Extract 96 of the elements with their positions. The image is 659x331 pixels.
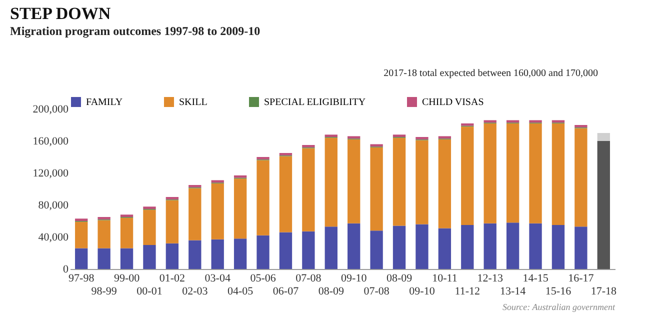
- bar: [211, 183, 224, 240]
- y-tick-label: 120,000: [32, 168, 69, 180]
- bar: [484, 223, 496, 269]
- bar: [188, 240, 202, 269]
- bar: [166, 243, 179, 269]
- bar: [574, 226, 588, 269]
- x-tick-label: 02-03: [182, 286, 208, 298]
- legend-label: SKILL: [179, 97, 208, 108]
- bar: [438, 139, 452, 228]
- x-tick-label: 04-05: [227, 286, 254, 298]
- bar: [211, 180, 224, 183]
- bar: [438, 136, 452, 139]
- bar: [484, 120, 496, 123]
- bar: [256, 235, 270, 269]
- x-tick-label: 15-16: [545, 286, 572, 298]
- x-tick-label: 09-10: [409, 286, 436, 298]
- bar: [574, 128, 588, 227]
- x-tick-label: 16-17: [568, 272, 594, 284]
- bar: [324, 226, 338, 269]
- bar: [256, 160, 270, 236]
- bar: [188, 188, 202, 240]
- bar: [392, 226, 406, 269]
- legend-label: FAMILY: [86, 97, 123, 108]
- bar: [506, 222, 520, 269]
- bar: [234, 178, 247, 239]
- bar: [552, 123, 565, 225]
- x-tick-label: 08-09: [386, 272, 413, 284]
- bar: [279, 232, 292, 269]
- bar: [98, 248, 110, 269]
- bar: [529, 223, 542, 269]
- bar: [392, 138, 406, 226]
- bar: [166, 200, 179, 244]
- legend-label: SPECIAL ELIGIBILITY: [264, 97, 366, 108]
- bar: [234, 238, 247, 269]
- x-tick-label: 17-18: [590, 286, 617, 298]
- bar: [461, 126, 474, 225]
- bar: [461, 123, 474, 126]
- bar: [552, 120, 565, 123]
- bar: [234, 175, 247, 178]
- x-tick-label: 06-07: [272, 286, 300, 298]
- bar: [416, 140, 428, 224]
- bar: [552, 225, 565, 269]
- x-tick-label: 97-98: [68, 272, 95, 284]
- bar: [75, 248, 88, 269]
- bar: [211, 239, 224, 269]
- bar: [597, 133, 610, 141]
- x-tick-label: 05-06: [250, 272, 276, 284]
- bar: [416, 224, 428, 269]
- bar: [302, 148, 315, 232]
- bar: [348, 139, 360, 224]
- bar: [324, 138, 338, 227]
- bar: [348, 136, 360, 139]
- y-tick-label: 80,000: [38, 200, 69, 212]
- bar: [461, 225, 474, 269]
- bar: [370, 147, 383, 231]
- text: 2017-18 total expected between 160,000 and 170,000: [384, 68, 598, 79]
- bar: [75, 222, 88, 248]
- bar: [302, 231, 315, 269]
- x-tick-label: 10-11: [432, 272, 458, 284]
- y-tick-label: 40,000: [38, 232, 69, 244]
- bar: [529, 123, 542, 224]
- y-tick-label: 0: [63, 264, 69, 276]
- bar: [506, 120, 520, 123]
- bar: [143, 210, 156, 245]
- x-tick-label: 00-01: [136, 286, 162, 298]
- y-tick-label: 200,000: [32, 104, 69, 116]
- x-tick-label: 11-12: [454, 286, 480, 298]
- bar: [143, 245, 156, 269]
- chart-title: STEP DOWN: [10, 4, 112, 23]
- x-tick-label: 98-99: [91, 286, 118, 298]
- bar: [120, 248, 134, 269]
- x-tick-label: 07-08: [364, 286, 390, 298]
- x-tick-label: 99-00: [114, 272, 140, 284]
- source-note: Source: Australian government: [502, 302, 616, 312]
- bar: [438, 228, 452, 269]
- bar: [348, 223, 360, 269]
- y-tick-label: 160,000: [32, 136, 69, 148]
- x-tick-label: 12-13: [477, 272, 504, 284]
- x-tick-label: 13-14: [500, 286, 526, 298]
- bar: [98, 220, 110, 248]
- bar: [279, 156, 292, 232]
- bar: [597, 141, 610, 269]
- legend-label: CHILD VISAS: [422, 97, 484, 108]
- x-tick-label: 01-02: [159, 272, 186, 284]
- bar: [506, 123, 520, 223]
- chart-subtitle: Migration program outcomes 1997-98 to 2009-10: [10, 24, 260, 38]
- bar: [370, 144, 383, 147]
- x-tick-label: 07-08: [296, 272, 322, 284]
- bar: [370, 230, 383, 269]
- x-tick-label: 14-15: [522, 272, 549, 284]
- x-tick-label: 03-04: [204, 272, 231, 284]
- bar: [120, 218, 134, 248]
- bar: [484, 123, 496, 224]
- bar: [529, 120, 542, 123]
- x-tick-label: 08-09: [318, 286, 344, 298]
- x-tick-label: 09-10: [341, 272, 368, 284]
